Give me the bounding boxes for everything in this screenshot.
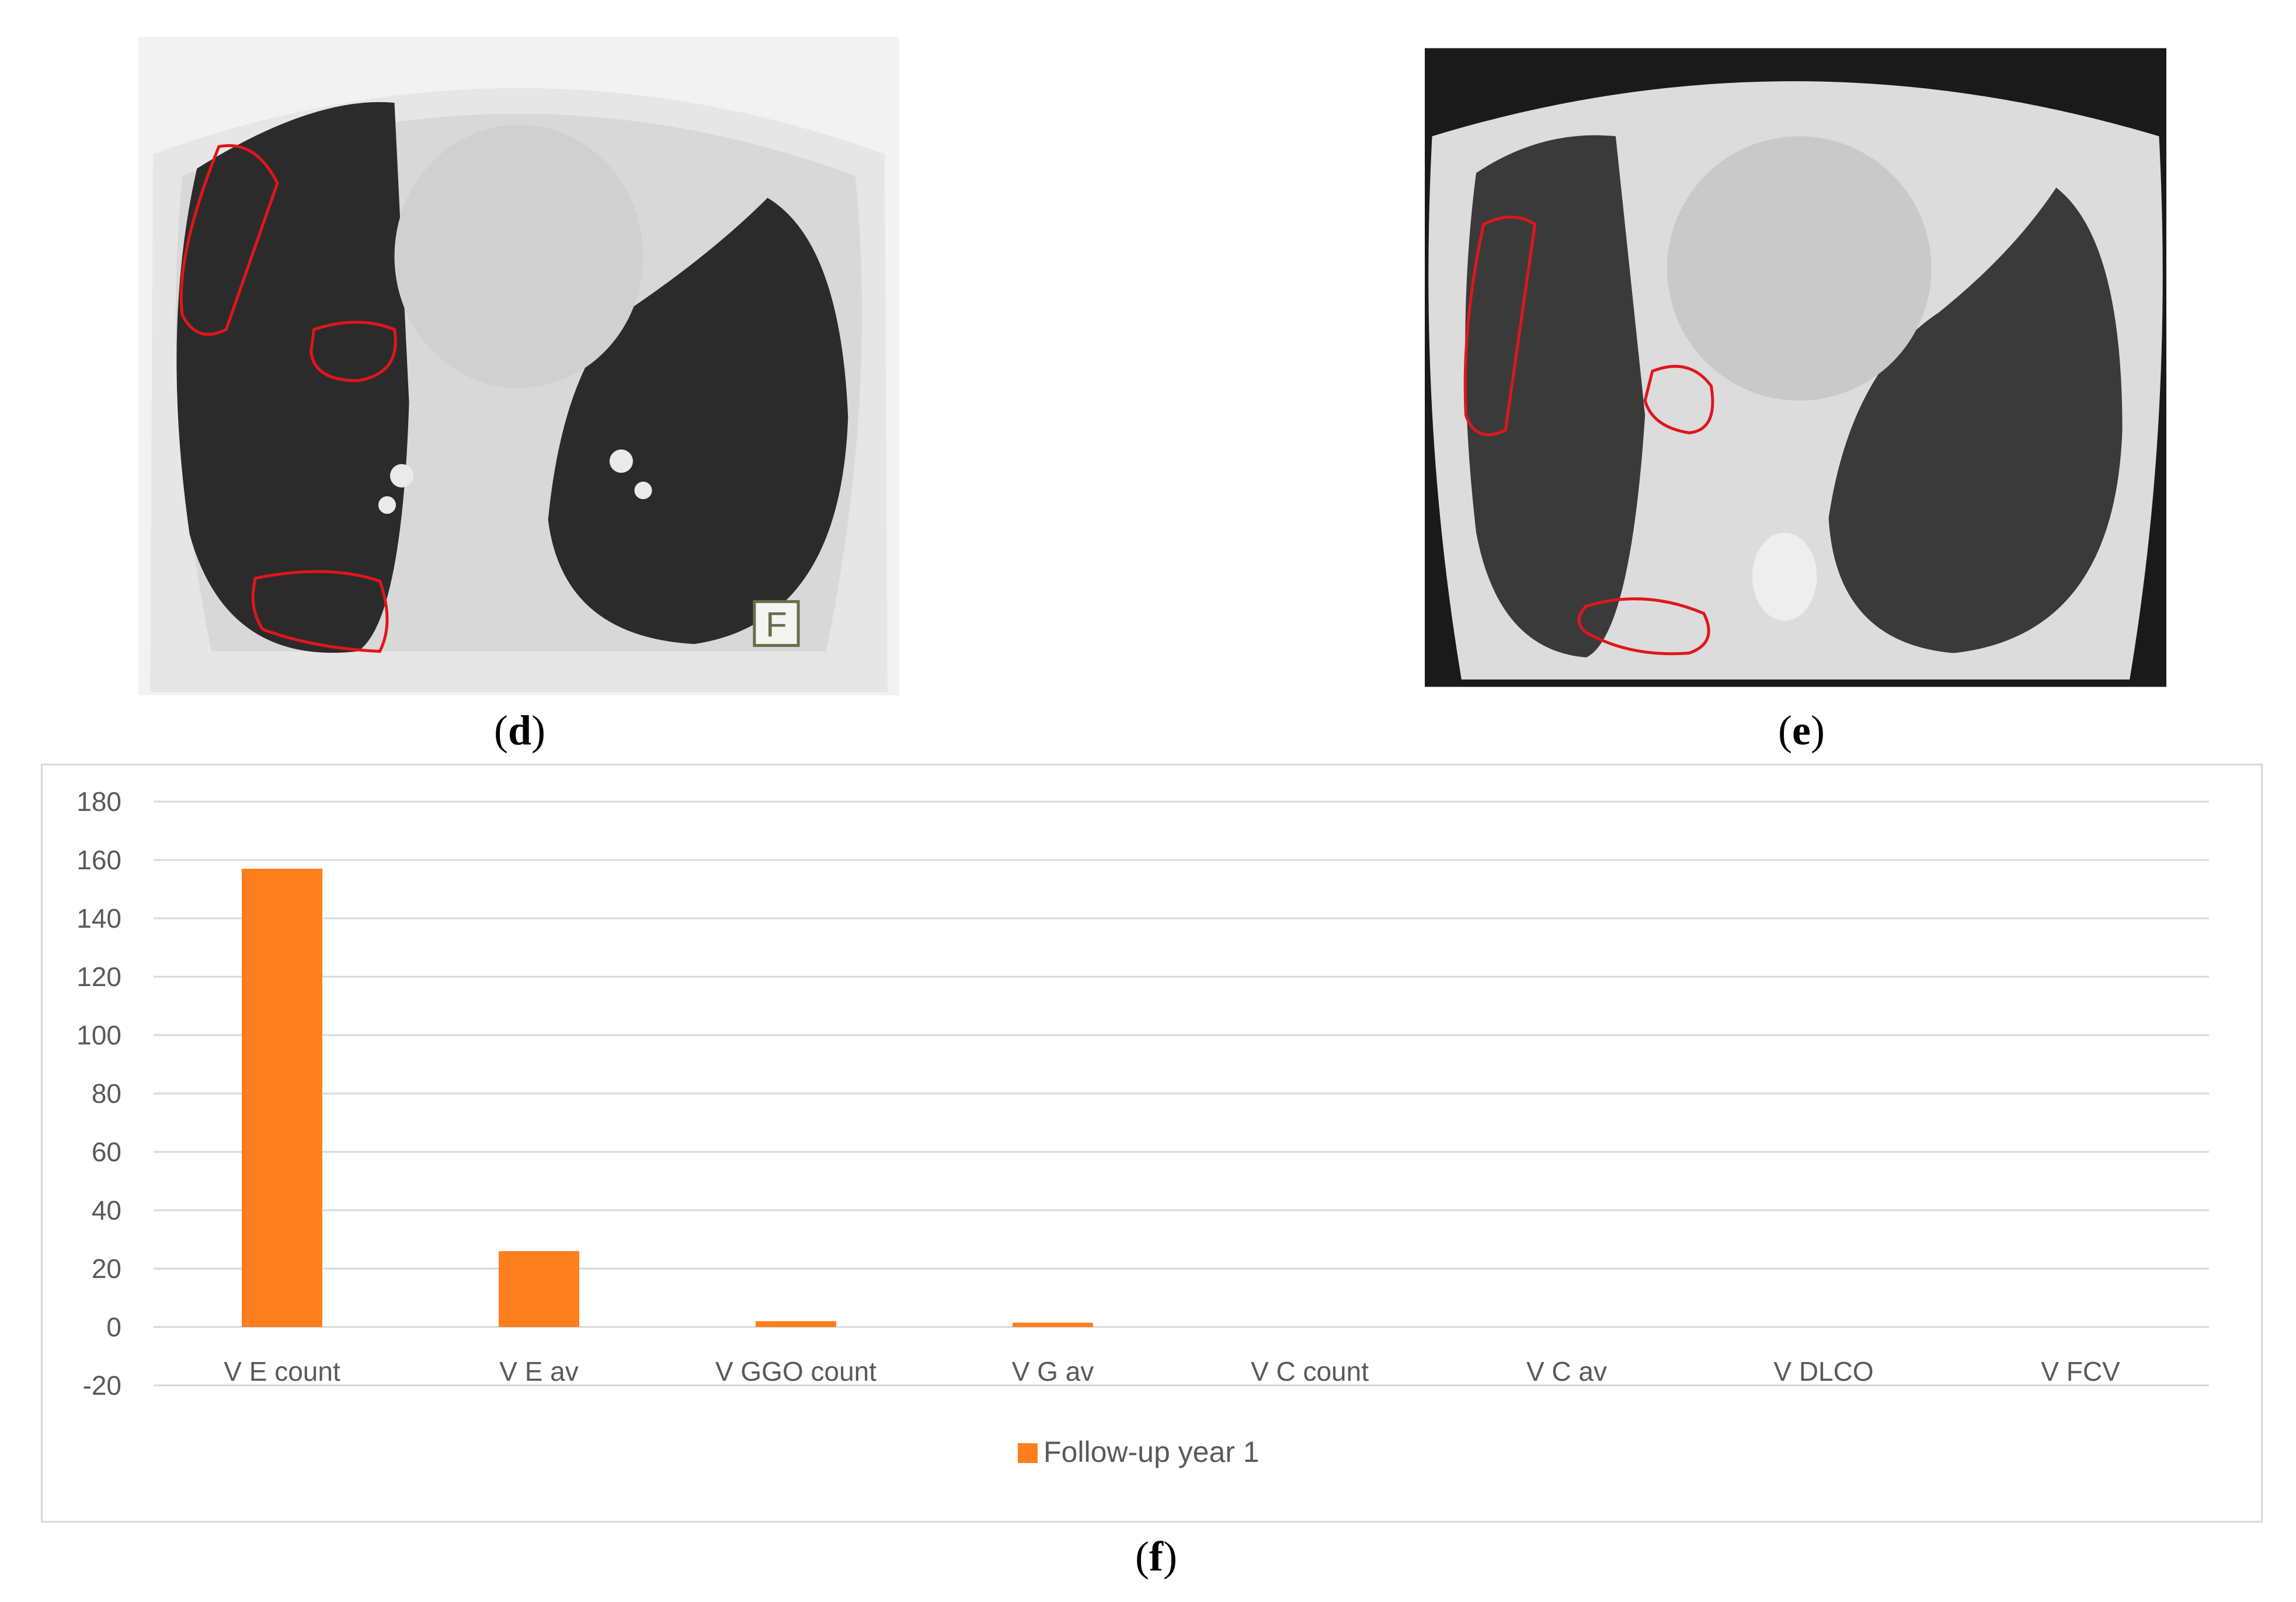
bar bbox=[756, 1321, 836, 1327]
legend-swatch bbox=[1018, 1443, 1038, 1463]
y-tick-label: 140 bbox=[76, 903, 121, 934]
bar bbox=[1013, 1322, 1093, 1327]
panel-label-f: (f) bbox=[1135, 1533, 1177, 1580]
x-tick-label: V E av bbox=[499, 1356, 579, 1387]
y-tick-label: 40 bbox=[92, 1195, 121, 1225]
y-tick-label: 80 bbox=[92, 1078, 121, 1109]
x-tick-label: V E count bbox=[224, 1356, 340, 1387]
y-tick-label: 0 bbox=[106, 1312, 121, 1342]
y-tick-label: 160 bbox=[76, 845, 121, 875]
x-tick-label: V C count bbox=[1251, 1356, 1369, 1387]
y-tick-label: 60 bbox=[92, 1137, 121, 1167]
ct-scan-image-d: F bbox=[138, 36, 899, 696]
legend-label: Follow-up year 1 bbox=[1043, 1436, 1260, 1468]
y-tick-label: 20 bbox=[92, 1253, 121, 1284]
ct-scan-image-e bbox=[1425, 48, 2166, 687]
chart-frame: 180 160 140 120 100 80 60 40 20 0 -20 V E count V E … bbox=[41, 764, 2263, 1523]
panel-label-d: (d) bbox=[493, 707, 545, 754]
y-tick-label: 100 bbox=[76, 1020, 121, 1050]
bar bbox=[242, 869, 322, 1327]
marker-box bbox=[753, 600, 800, 647]
panel-label-e: (e) bbox=[1778, 707, 1825, 754]
x-tick-label: V DLCO bbox=[1773, 1356, 1873, 1387]
y-tick-label: -20 bbox=[83, 1370, 121, 1401]
bar-chart: 180 160 140 120 100 80 60 40 20 0 -20 V E count V E … bbox=[76, 786, 2209, 1468]
marker-f-label: F bbox=[766, 605, 787, 645]
x-tick-label: V FCV bbox=[2041, 1356, 2120, 1387]
y-tick-label: 180 bbox=[76, 786, 121, 817]
x-tick-label: V G av bbox=[1012, 1356, 1094, 1387]
bar bbox=[499, 1251, 579, 1327]
y-tick-label: 120 bbox=[76, 962, 121, 992]
x-tick-label: V C av bbox=[1526, 1356, 1607, 1387]
x-tick-label: V GGO count bbox=[715, 1356, 876, 1387]
